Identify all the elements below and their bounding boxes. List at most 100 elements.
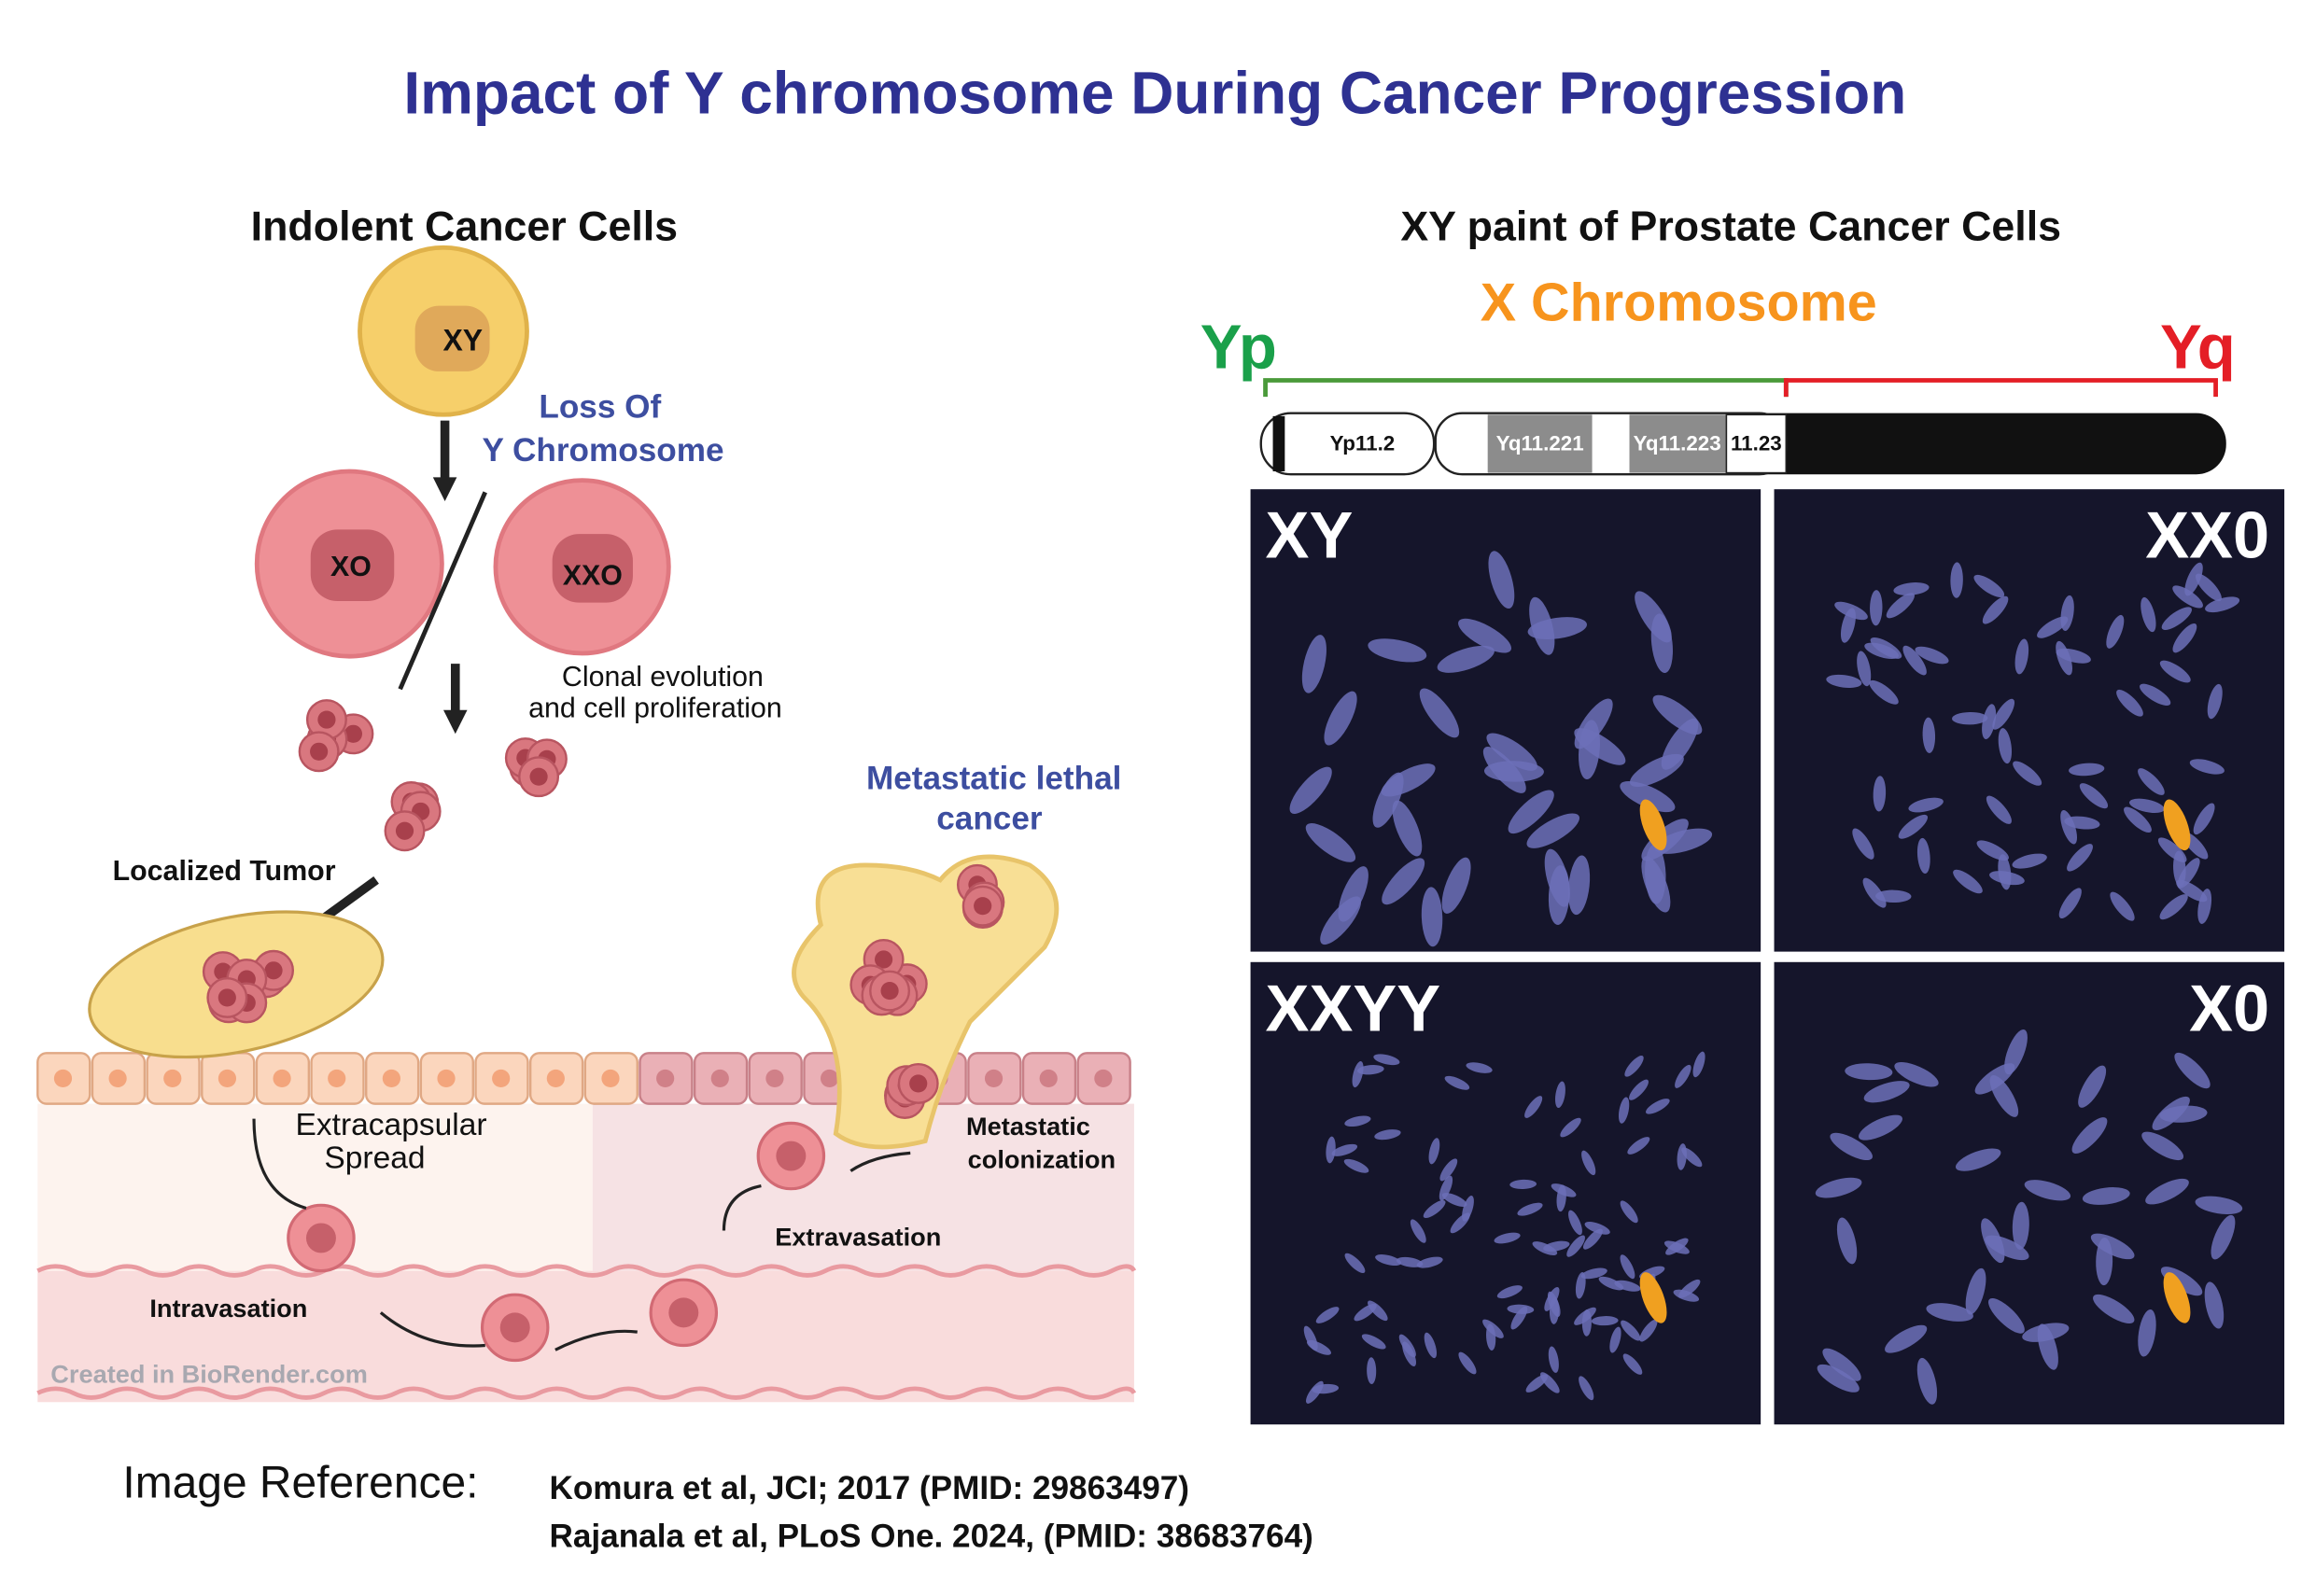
chromosome — [1886, 593, 1915, 619]
chromosome — [1439, 1158, 1458, 1182]
band-label: Yq11.221 — [1496, 432, 1584, 455]
chromosome — [2174, 1052, 2211, 1089]
reference-line: Komura et al, JCI; 2017 (PMID: 29863497) — [549, 1470, 1189, 1506]
flow-arrow — [379, 1311, 485, 1348]
chromosome — [2082, 1187, 2130, 1205]
chromosome — [1817, 1364, 1860, 1393]
chromosome — [2159, 894, 2188, 920]
left-heading: Indolent Cancer Cells — [251, 203, 678, 249]
chromosome — [2172, 585, 2203, 609]
chromosome — [1894, 1062, 1939, 1087]
chromosome — [1618, 1097, 1630, 1124]
band-label: Yp11.2 — [1330, 432, 1396, 455]
epithelium — [36, 1052, 1131, 1105]
nucleus — [552, 534, 633, 603]
chromosome — [1324, 691, 1357, 746]
chromosome — [1484, 761, 1544, 782]
chromosome-spread — [1815, 1029, 2243, 1405]
epithelial-nucleus — [53, 1069, 73, 1088]
chromosome — [1582, 1228, 1603, 1250]
chromosome — [1344, 1253, 1366, 1274]
chromosome — [1510, 1306, 1528, 1330]
epithelial-nucleus — [218, 1069, 237, 1088]
epithelial-nucleus — [984, 1069, 1004, 1088]
chromosome — [2204, 1281, 2225, 1329]
chromosome — [1950, 562, 1963, 598]
chromosome — [2071, 1117, 2108, 1154]
vessel-wall — [36, 1264, 1137, 1278]
chromosome — [1826, 674, 1862, 688]
epithelial-nucleus — [821, 1069, 839, 1088]
chromosome — [2064, 816, 2100, 830]
x-chromosome: X Chromosome — [1481, 273, 1877, 333]
circulating-nucleus — [776, 1141, 807, 1171]
chromosome — [2012, 853, 2047, 869]
chromosome — [1873, 776, 1887, 812]
chromosome — [1354, 1303, 1377, 1322]
chromosome-ideogram — [1259, 412, 2226, 476]
chromosome — [2172, 623, 2197, 653]
chromosome — [1926, 1303, 1973, 1322]
chromosome — [1410, 1219, 1426, 1243]
chromosome — [1458, 1351, 1477, 1375]
chromosome — [2207, 683, 2223, 720]
metastatic-lethal: cancer — [936, 801, 1043, 837]
tumor-nucleus — [395, 821, 414, 840]
panel-label: XX0 — [2145, 498, 2269, 572]
localized-tumor: Localized Tumor — [113, 856, 336, 887]
chromosome — [1834, 601, 1868, 621]
chromosome — [1574, 698, 1613, 749]
epithelial-nucleus — [546, 1069, 565, 1088]
chromosome — [1609, 1326, 1621, 1353]
right-heading: XY paint of Prostate Cancer Cells — [1400, 203, 2061, 249]
cell-clusters — [298, 699, 568, 852]
tumor-nucleus — [218, 988, 236, 1007]
chromosome — [2067, 844, 2093, 872]
bone — [792, 854, 1060, 1150]
chromosome — [2013, 761, 2042, 786]
chromosome — [1326, 1136, 1336, 1164]
chromosome — [2161, 607, 2192, 630]
chromosome — [2078, 1065, 2107, 1108]
xxo-cell — [493, 478, 671, 656]
flow-arrow — [554, 1329, 638, 1351]
chromosome — [1985, 1235, 2029, 1261]
micrograph — [1774, 961, 2285, 1425]
chromosome — [2014, 638, 2029, 675]
title: Impact of Y chromosome During Cancer Pro… — [403, 59, 1906, 126]
epithelial-nucleus — [601, 1069, 620, 1088]
chromosome — [1312, 1383, 1340, 1394]
chromosome — [1692, 1051, 1705, 1078]
epithelial-nucleus — [437, 1069, 456, 1088]
chromosome — [1508, 790, 1554, 834]
chromosome — [2138, 1309, 2156, 1357]
chromosome — [1982, 704, 1997, 740]
chromosome — [1441, 1193, 1467, 1207]
chromosome — [1428, 1138, 1440, 1165]
chromosome — [2012, 1201, 2029, 1250]
metastatic-lethal: Metastatic lethal — [866, 760, 1121, 796]
painted-chromosome — [2163, 1272, 2191, 1323]
chromosome — [1419, 688, 1460, 738]
chromosome — [2129, 798, 2165, 814]
chromosome — [2060, 809, 2078, 845]
loss-of-y: Y Chromosome — [482, 432, 723, 469]
chromosome — [1568, 1210, 1582, 1236]
chromosome — [1331, 1143, 1358, 1156]
chromosome — [1629, 1079, 1649, 1100]
chromosome — [1301, 635, 1326, 693]
chromosome — [2197, 889, 2212, 924]
chromosome — [2056, 648, 2091, 664]
chromosome — [1620, 780, 1676, 813]
epithelial-nucleus — [492, 1069, 511, 1088]
flow-arrow — [722, 1183, 762, 1231]
chromosome — [1356, 1065, 1384, 1075]
epithelial-nucleus — [656, 1069, 675, 1088]
epithelial-nucleus — [328, 1069, 346, 1088]
epithelial-nucleus — [710, 1069, 729, 1088]
chromosome — [2106, 614, 2125, 649]
chromosome — [1551, 1183, 1577, 1197]
chromosome — [1392, 800, 1423, 857]
chromosome — [1580, 1267, 1607, 1280]
chromosome — [1621, 1320, 1641, 1341]
